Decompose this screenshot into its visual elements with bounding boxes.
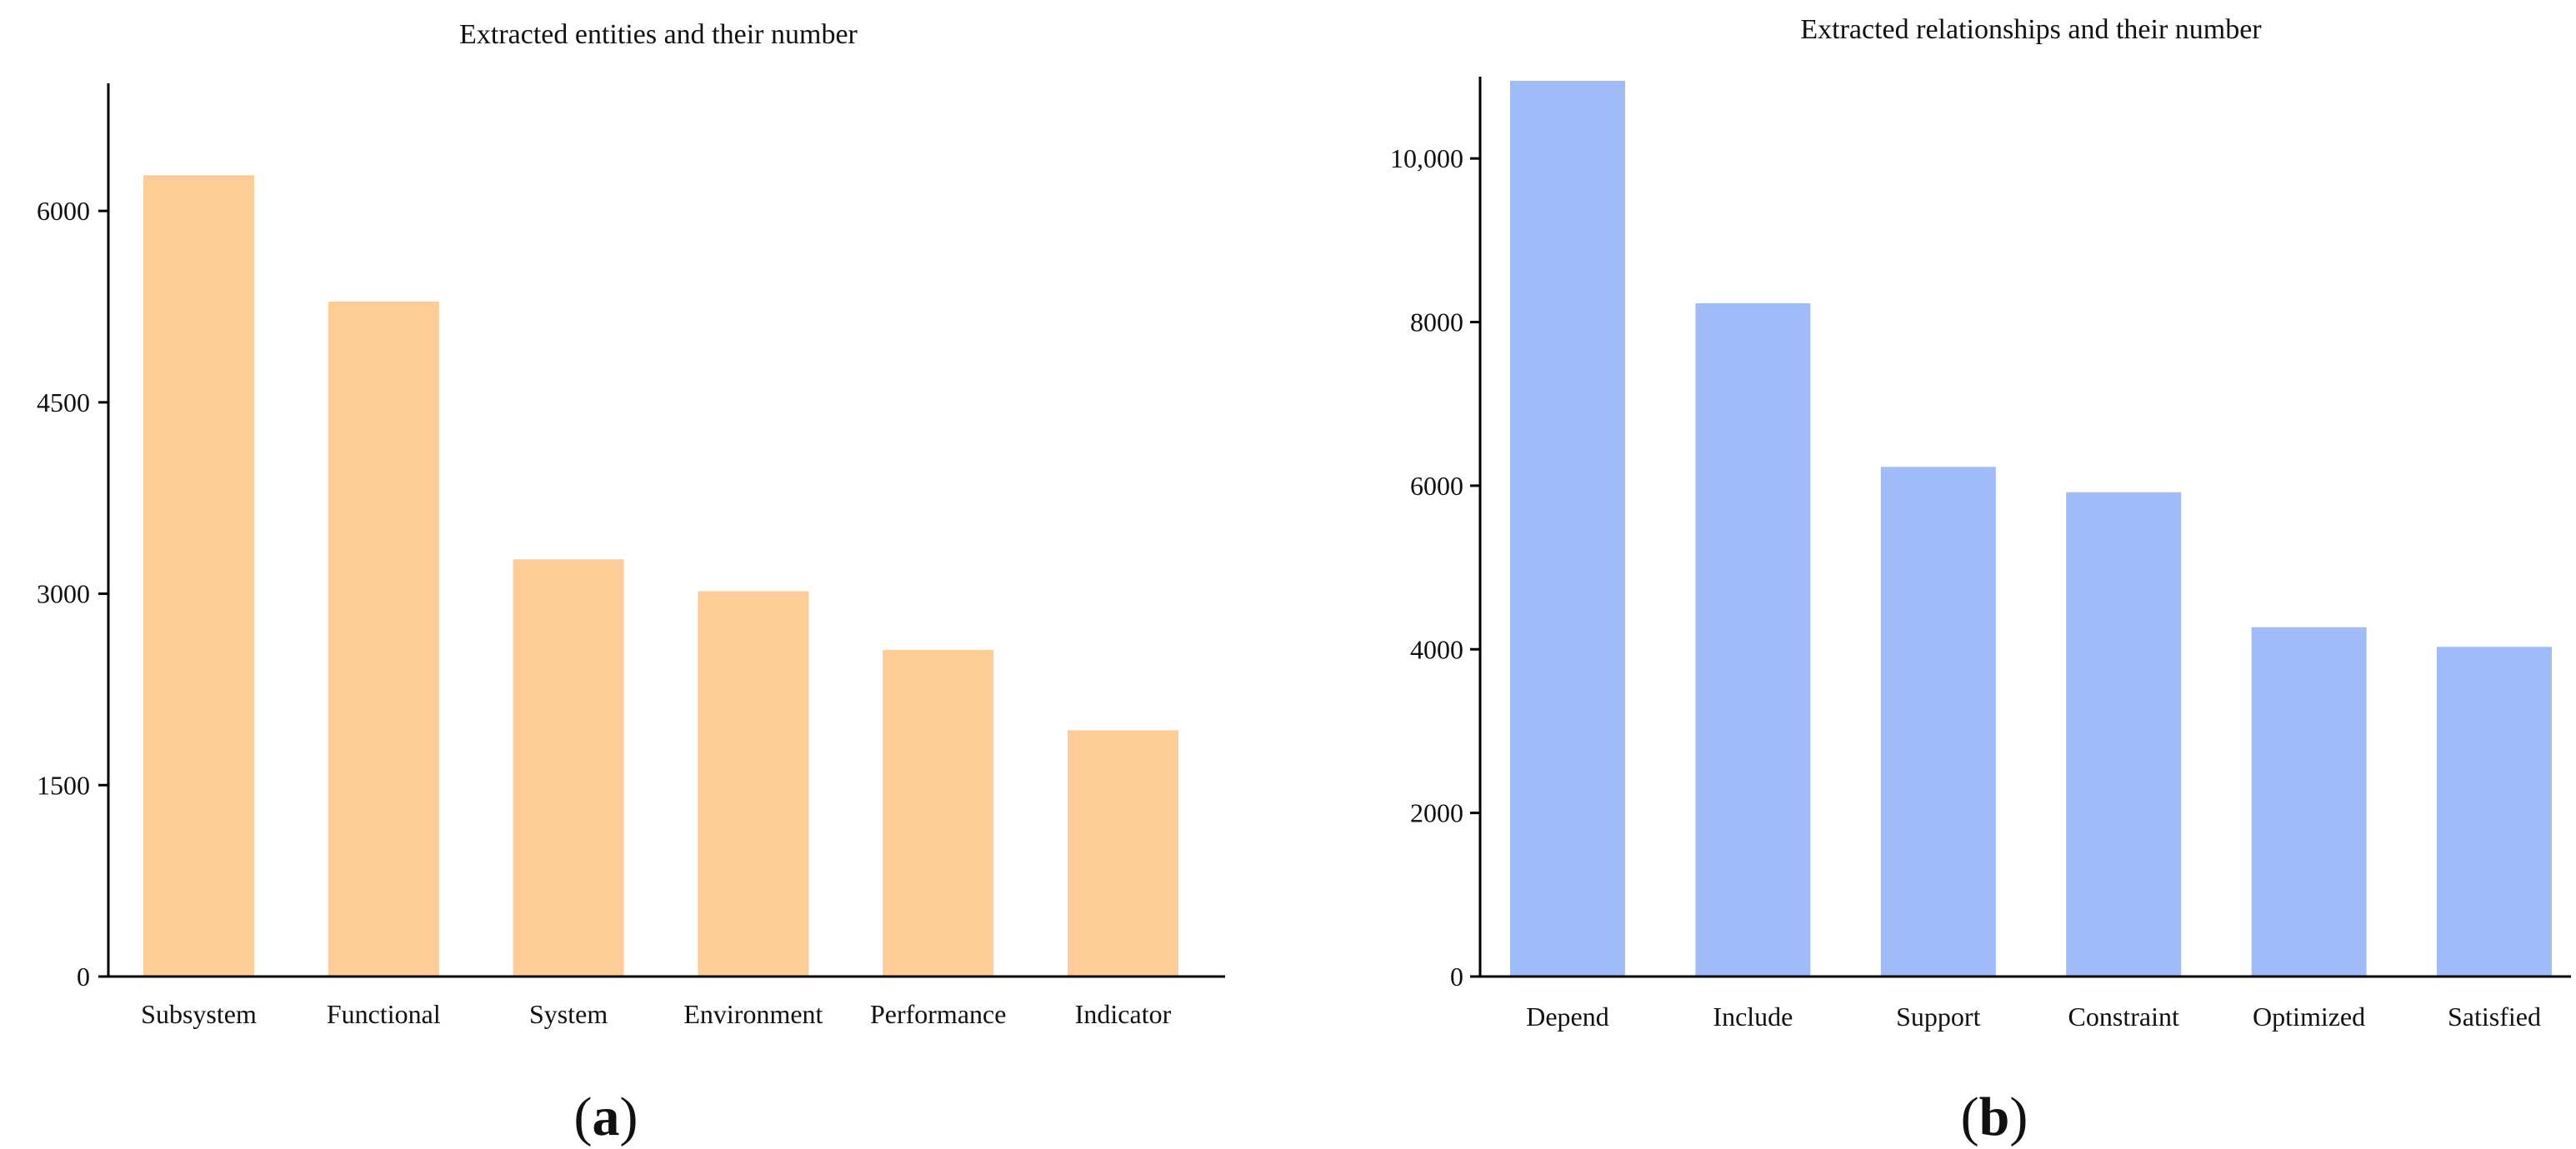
panel-label-a: (a) [574, 1087, 638, 1147]
bar-indicator [1068, 730, 1178, 977]
bar-subsystem [143, 175, 254, 977]
x-tick-label: Subsystem [141, 999, 257, 1029]
bar-constraint [2066, 492, 2182, 977]
x-tick-label: Performance [870, 999, 1006, 1029]
chart-panel-b: Extracted relationships and their number… [1390, 14, 2571, 1032]
x-tick-label: System [529, 999, 608, 1029]
x-tick-label: Optimized [2253, 1002, 2365, 1032]
bar-optimized [2251, 627, 2367, 977]
bar-functional [328, 301, 439, 977]
y-tick-label: 2000 [1410, 798, 1463, 828]
y-tick-label: 4000 [1410, 634, 1463, 664]
y-tick-label: 6000 [1410, 471, 1463, 501]
y-tick-label: 10,000 [1390, 143, 1463, 173]
y-tick-label: 8000 [1410, 307, 1463, 337]
chart-panel-a: Extracted entities and their number Subsy… [37, 19, 1225, 1029]
y-tick-label: 0 [77, 962, 90, 992]
chart-title-b: Extracted relationships and their number [1800, 14, 2262, 45]
bar-performance [883, 649, 994, 977]
bar-environment [698, 591, 809, 977]
y-tick-label: 1500 [37, 770, 90, 800]
y-tick-label: 0 [1450, 962, 1463, 992]
x-tick-label: Support [1896, 1002, 1980, 1032]
y-tick-label: 3000 [37, 579, 90, 609]
x-tick-label: Indicator [1075, 999, 1172, 1029]
x-tick-label: Environment [683, 999, 823, 1029]
y-tick-label: 6000 [37, 196, 90, 226]
bar-support [1880, 467, 1996, 977]
bar-depend [1510, 80, 1625, 977]
x-tick-label: Constraint [2068, 1002, 2179, 1032]
x-tick-label: Functional [327, 999, 441, 1029]
bar-satisfied [2437, 647, 2552, 977]
x-tick-label: Satisfied [2448, 1002, 2541, 1032]
x-tick-label: Include [1713, 1002, 1793, 1032]
x-tick-label: Depend [1526, 1002, 1609, 1032]
chart-title-a: Extracted entities and their number [459, 19, 858, 50]
y-tick-label: 4500 [37, 387, 90, 417]
bar-include [1695, 302, 1811, 977]
bar-system [513, 559, 624, 977]
panel-label-b: (b) [1961, 1087, 2028, 1147]
